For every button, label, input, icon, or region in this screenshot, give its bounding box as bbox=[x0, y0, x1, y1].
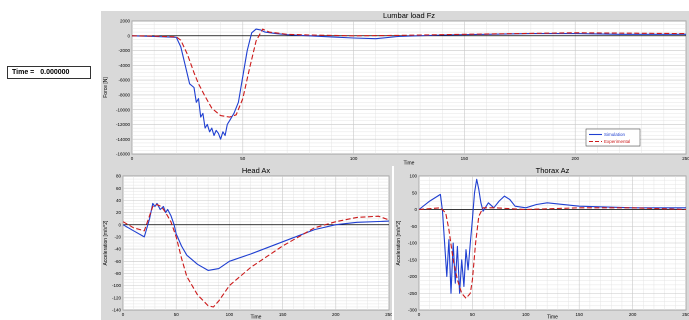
lumbar-y-tick-label: -14000 bbox=[116, 137, 131, 142]
head-y-tick-label: 0 bbox=[118, 222, 121, 227]
lumbar-x-tick-label: 100 bbox=[350, 156, 358, 161]
head-y-tick-label: -40 bbox=[114, 247, 121, 252]
lumbar-legend bbox=[585, 128, 641, 147]
thorax-y-tick-label: -150 bbox=[408, 257, 418, 262]
head-y-tick-label: 40 bbox=[116, 198, 122, 203]
head-y-tick-label: -120 bbox=[112, 295, 122, 300]
head-y-tick-label: -80 bbox=[114, 271, 121, 276]
thorax-y-tick-label: -300 bbox=[408, 308, 418, 313]
lumbar-y-tick-label: -10000 bbox=[116, 107, 131, 112]
thorax-az-chart-panel: 0 50 100 150 200 250 100 50 0 -50 -100 -150 -200 -250… bbox=[394, 166, 689, 320]
head-chart-title: Head Ax bbox=[242, 166, 271, 175]
head-x-tick-label: 200 bbox=[332, 312, 340, 317]
thorax-series-experimental bbox=[418, 207, 687, 299]
lumbar-y-axis-label: Force [N] bbox=[103, 77, 109, 98]
head-y-axis-label: Acceleration [m/s^2] bbox=[103, 220, 109, 265]
head-y-tick-label: -140 bbox=[112, 308, 122, 313]
lumbar-x-tick-label: 0 bbox=[131, 156, 134, 161]
head-x-tick-label: 50 bbox=[174, 312, 180, 317]
thorax-y-tick-label: 100 bbox=[409, 174, 417, 179]
thorax-x-tick-label: 50 bbox=[470, 312, 476, 317]
thorax-y-tick-label: -250 bbox=[408, 291, 418, 296]
thorax-series-simulation bbox=[418, 178, 686, 294]
lumbar-legend-label: Simulation bbox=[604, 132, 626, 137]
head-series-simulation bbox=[122, 202, 390, 271]
lumbar-y-tick-label: -12000 bbox=[116, 122, 131, 127]
thorax-az-chart: 0 50 100 150 200 250 100 50 0 -50 -100 -150 -200 -250… bbox=[396, 166, 689, 320]
thorax-y-tick-label: 50 bbox=[412, 190, 418, 195]
head-x-axis-label: Time bbox=[251, 315, 262, 320]
head-ax-chart: 0 50 100 150 200 250806040200-20-40-60-80-100… bbox=[103, 166, 392, 320]
thorax-x-tick-label: 200 bbox=[629, 312, 637, 317]
lumbar-load-chart: 0 50 100 150 200 250 2000 0 -2000 -4000 -6000 -8000… bbox=[103, 11, 689, 167]
head-x-tick-label: 250 bbox=[385, 312, 392, 317]
head-ax-chart-panel: 0 50 100 150 200 250 80 60 40 20 0 -20 -40 -60 -80 -100… bbox=[101, 166, 392, 320]
lumbar-y-tick-label: -2000 bbox=[118, 48, 130, 53]
lumbar-x-axis-label: Time bbox=[404, 161, 415, 167]
thorax-x-tick-label: 0 bbox=[418, 312, 421, 317]
thorax-y-tick-label: 0 bbox=[414, 207, 417, 212]
lumbar-y-tick-label: -8000 bbox=[118, 92, 130, 97]
thorax-x-tick-label: 250 bbox=[682, 312, 689, 317]
head-y-tick-label: -20 bbox=[114, 235, 121, 240]
thorax-x-tick-label: 150 bbox=[575, 312, 583, 317]
time-display: Time = 0.000000 bbox=[7, 66, 91, 79]
head-y-tick-label: -100 bbox=[112, 283, 122, 288]
lumbar-x-tick-label: 50 bbox=[240, 156, 246, 161]
head-y-tick-label: 80 bbox=[116, 174, 122, 179]
head-y-tick-label: 20 bbox=[116, 210, 122, 215]
time-value: 0.000000 bbox=[40, 69, 70, 76]
head-y-tick-label: 60 bbox=[116, 186, 122, 191]
lumbar-x-tick-label: 250 bbox=[682, 156, 689, 161]
lumbar-legend-label: Experimental bbox=[604, 139, 630, 144]
lumbar-x-tick-label: 200 bbox=[571, 156, 579, 161]
thorax-chart-title: Thorax Az bbox=[536, 166, 570, 175]
lumbar-y-tick-label: -4000 bbox=[118, 63, 130, 68]
head-y-tick-label: -60 bbox=[114, 259, 121, 264]
thorax-x-axis-label: Time bbox=[547, 315, 558, 320]
lumbar-chart-title: Lumbar load Fz bbox=[383, 11, 435, 20]
lumbar-load-chart-panel: 0 50 100 150 200 250 2000 0 -2000 -4000 -6000 -8000… bbox=[101, 11, 689, 166]
lumbar-y-tick-label: -16000 bbox=[116, 152, 131, 157]
lumbar-y-tick-label: 2000 bbox=[120, 19, 131, 24]
thorax-x-tick-label: 100 bbox=[522, 312, 530, 317]
head-x-tick-label: 0 bbox=[122, 312, 125, 317]
lumbar-series-experimental bbox=[131, 28, 687, 118]
thorax-y-tick-label: -100 bbox=[408, 241, 418, 246]
lumbar-y-tick-label: -6000 bbox=[118, 78, 130, 83]
lumbar-y-tick-label: 0 bbox=[127, 33, 130, 38]
thorax-y-tick-label: -200 bbox=[408, 274, 418, 279]
head-x-tick-label: 150 bbox=[279, 312, 287, 317]
head-series-experimental bbox=[122, 204, 390, 308]
thorax-y-axis-label: Acceleration [m/s^2] bbox=[396, 220, 402, 265]
lumbar-series-simulation bbox=[131, 28, 686, 140]
head-x-tick-label: 100 bbox=[226, 312, 234, 317]
lumbar-x-tick-label: 150 bbox=[461, 156, 469, 161]
time-label: Time = bbox=[12, 69, 35, 76]
thorax-y-tick-label: -50 bbox=[410, 224, 417, 229]
